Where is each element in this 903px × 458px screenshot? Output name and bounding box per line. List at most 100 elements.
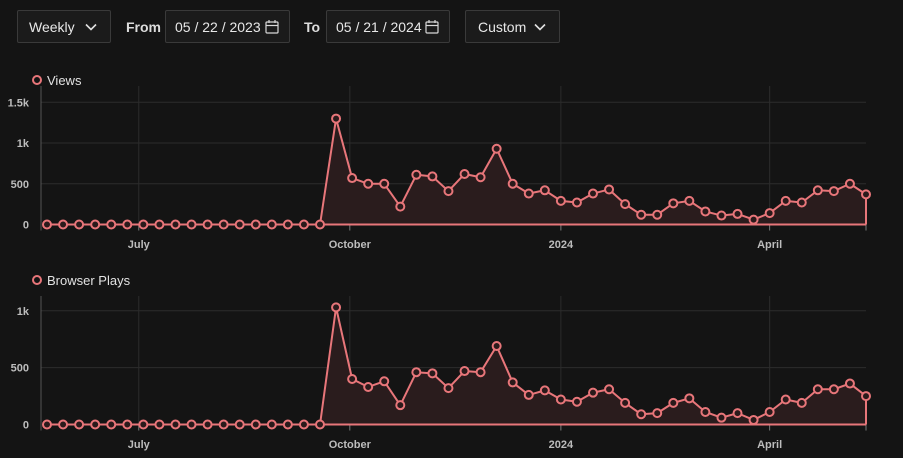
data-point [427, 171, 438, 182]
data-point [507, 178, 518, 189]
data-point [186, 219, 197, 230]
data-point [475, 172, 486, 183]
data-point [475, 367, 486, 378]
data-point [716, 210, 727, 221]
y-tick-label: 0 [23, 220, 29, 232]
data-point [861, 391, 871, 402]
data-point [443, 383, 454, 394]
data-point [716, 412, 727, 423]
data-point [186, 419, 197, 430]
data-point [700, 206, 711, 217]
data-point [652, 209, 663, 220]
data-point [459, 168, 470, 179]
data-point [523, 389, 534, 400]
calendar-icon[interactable] [265, 19, 279, 34]
legend-marker [32, 75, 42, 85]
range-select-value: Custom [478, 18, 527, 35]
data-point [812, 185, 823, 196]
data-point [122, 419, 133, 430]
data-point [668, 397, 679, 408]
series-line [47, 117, 867, 226]
calendar-icon[interactable] [425, 19, 439, 34]
browser-plays-chart: Browser Plays 0 500 1k July October 2024 April [11, 273, 871, 451]
y-tick-label: 1k [17, 306, 30, 318]
data-point [523, 188, 534, 199]
data-point [379, 178, 390, 189]
data-point [90, 419, 101, 430]
data-point [347, 374, 358, 385]
data-point [764, 406, 775, 417]
data-point [154, 419, 165, 430]
data-point [844, 378, 855, 389]
from-label: From [126, 19, 161, 35]
interval-select[interactable]: Weekly [17, 10, 111, 43]
series-area [47, 118, 866, 225]
y-tick-label: 1k [17, 138, 30, 150]
data-point [250, 419, 261, 430]
data-point [844, 178, 855, 189]
data-point [796, 197, 807, 208]
data-point [218, 219, 229, 230]
y-tick-label: 1.5k [8, 97, 30, 109]
x-tick-label: July [128, 239, 151, 251]
series-line [47, 306, 867, 426]
data-point [331, 302, 342, 313]
data-point [812, 384, 823, 395]
data-point [620, 397, 631, 408]
from-date-value: 05 / 22 / 2023 [175, 18, 261, 35]
data-point [42, 419, 52, 430]
data-point [555, 394, 566, 405]
range-select[interactable]: Custom [465, 10, 560, 43]
data-point [347, 173, 358, 184]
data-point [684, 195, 695, 206]
data-point [58, 419, 69, 430]
data-point [395, 400, 406, 411]
data-point [828, 186, 839, 197]
data-point [732, 408, 743, 419]
data-point [90, 219, 101, 230]
data-point [604, 384, 615, 395]
data-point [588, 387, 598, 398]
data-point [861, 189, 871, 200]
data-point [748, 214, 759, 225]
data-point [218, 419, 229, 430]
data-point [427, 368, 438, 379]
data-point [668, 198, 679, 209]
legend-label: Browser Plays [47, 273, 131, 288]
data-point [636, 409, 647, 420]
y-tick-label: 500 [11, 179, 29, 191]
data-point [106, 219, 117, 230]
data-point [363, 178, 374, 189]
data-point [298, 219, 309, 230]
data-point [106, 419, 117, 430]
data-point [331, 113, 342, 124]
to-date-input[interactable]: 05 / 21 / 2024 [326, 10, 450, 43]
data-point [555, 195, 566, 206]
data-point [74, 219, 85, 230]
x-tick-label: July [128, 439, 151, 451]
data-point [636, 209, 647, 220]
data-point [780, 394, 791, 405]
data-point [395, 201, 406, 212]
data-point [282, 419, 293, 430]
x-tick-label: October [329, 439, 372, 451]
x-tick-label: 2024 [549, 239, 574, 251]
to-label: To [304, 19, 321, 35]
data-point [379, 376, 390, 387]
series-area [47, 307, 866, 425]
data-point [315, 419, 325, 430]
data-point [748, 414, 759, 425]
data-point [282, 219, 293, 230]
data-point [266, 219, 277, 230]
data-point [652, 408, 663, 419]
x-tick-label: April [757, 439, 782, 451]
x-tick-label: 2024 [549, 439, 574, 451]
data-point [250, 219, 261, 230]
from-date-input[interactable]: 05 / 22 / 2023 [165, 10, 290, 43]
data-point [491, 143, 502, 154]
data-point [234, 219, 245, 230]
legend-marker [32, 275, 42, 285]
data-point [571, 396, 582, 407]
data-point [411, 169, 422, 180]
interval-select-value: Weekly [29, 18, 75, 35]
